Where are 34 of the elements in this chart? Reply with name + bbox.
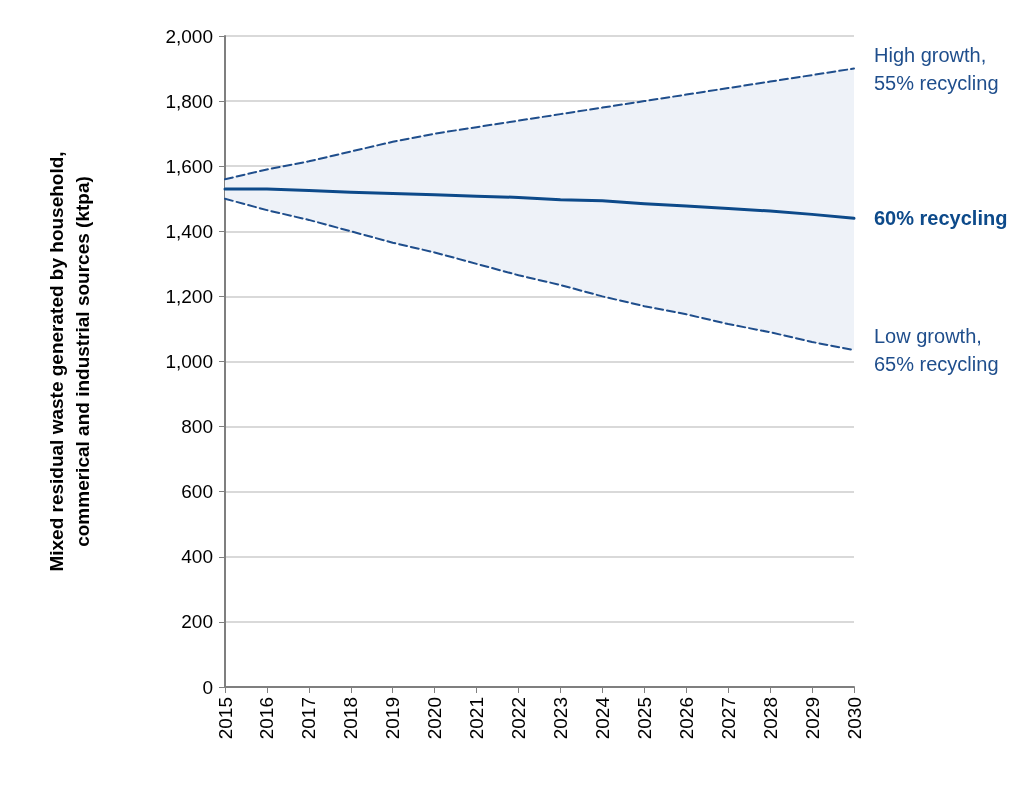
x-tick-label: 2020 xyxy=(424,697,446,740)
x-tick-label: 2016 xyxy=(256,697,278,740)
series-label: Low growth, 65% recycling xyxy=(874,325,999,376)
x-tick-label: 2026 xyxy=(675,697,697,740)
y-tick-label: 400 xyxy=(181,546,213,568)
x-tick-label: 2028 xyxy=(759,697,781,740)
x-tick-label: 2017 xyxy=(298,697,320,740)
y-tick-label: 1,800 xyxy=(165,90,213,112)
line-series xyxy=(223,187,856,220)
y-tick-label: 200 xyxy=(181,611,213,633)
x-tick-label: 2030 xyxy=(843,697,865,740)
series-label: High growth, 55% recycling xyxy=(874,43,999,94)
y-tick-label: 1,400 xyxy=(165,220,213,242)
x-tick-label: 2027 xyxy=(717,697,739,740)
line-series xyxy=(224,197,855,352)
line-series xyxy=(224,67,855,181)
y-tick-label: 1,200 xyxy=(165,285,213,307)
x-tick-label: 2018 xyxy=(340,697,362,740)
y-tick-label: 1,000 xyxy=(165,351,213,372)
x-tick-label: 2022 xyxy=(508,697,530,740)
y-axis-title: Mixed residual waste generated by household, commerical and industrial sources (ktpa) xyxy=(45,151,93,572)
x-tick-label: 2021 xyxy=(466,697,488,740)
x-tick-label: 2024 xyxy=(591,696,613,740)
y-tick-label: 800 xyxy=(181,416,213,438)
x-tick-label: 2015 xyxy=(214,697,236,740)
y-tick-label: 1,600 xyxy=(165,155,213,177)
y-tick-label: 0 xyxy=(202,676,213,698)
y-tick-label: 600 xyxy=(181,481,213,503)
y-tick-label: 2,000 xyxy=(165,25,213,47)
x-tick-label: 2023 xyxy=(549,697,571,740)
series-label: 60% recycling xyxy=(874,207,1008,230)
x-tick-label: 2019 xyxy=(382,697,404,740)
x-tick-label: 2025 xyxy=(633,697,655,740)
x-tick-label: 2029 xyxy=(801,697,823,740)
